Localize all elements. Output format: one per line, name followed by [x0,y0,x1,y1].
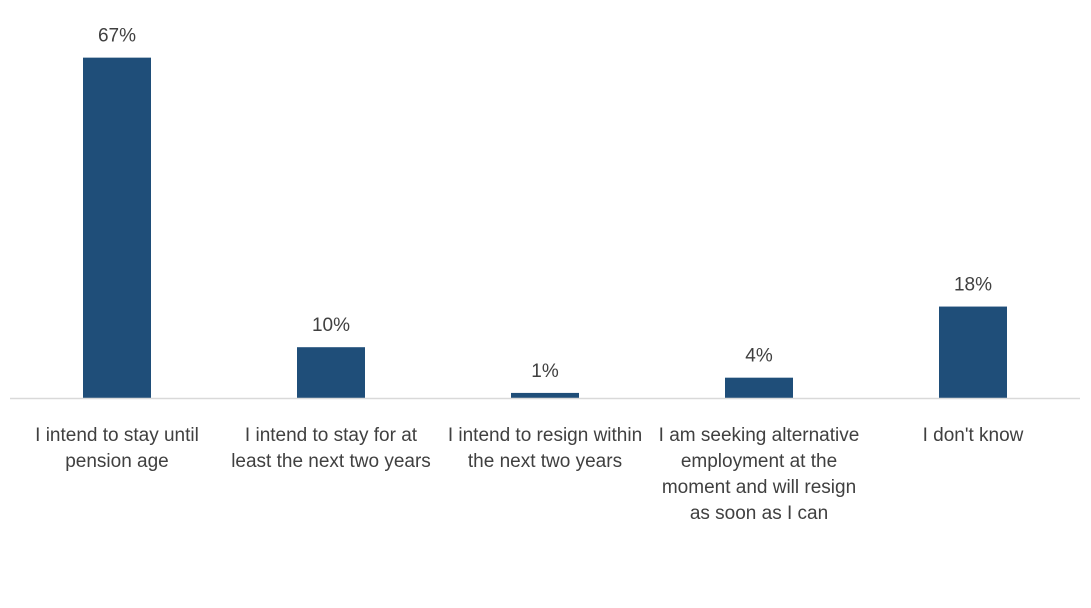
data-label: 4% [745,346,773,367]
data-label: 10% [312,315,350,336]
data-labels-group: 67% 10% 1% 4% 18% [98,26,992,382]
category-label: I intend to resign within the next two y… [447,425,643,472]
bars-group [83,57,1007,398]
bar [725,377,793,398]
category-label: I am seeking alternative employment at t… [658,425,860,524]
data-label: 18% [954,275,992,296]
category-label: I intend to stay for at least the next t… [231,425,431,472]
bar [939,306,1007,398]
data-label: 67% [98,26,136,47]
category-label: I don't know [922,425,1024,446]
bar [297,347,365,398]
bar [511,392,579,398]
data-label: 1% [531,361,559,382]
bar [83,57,151,398]
category-label: I intend to stay until pension age [35,425,199,472]
